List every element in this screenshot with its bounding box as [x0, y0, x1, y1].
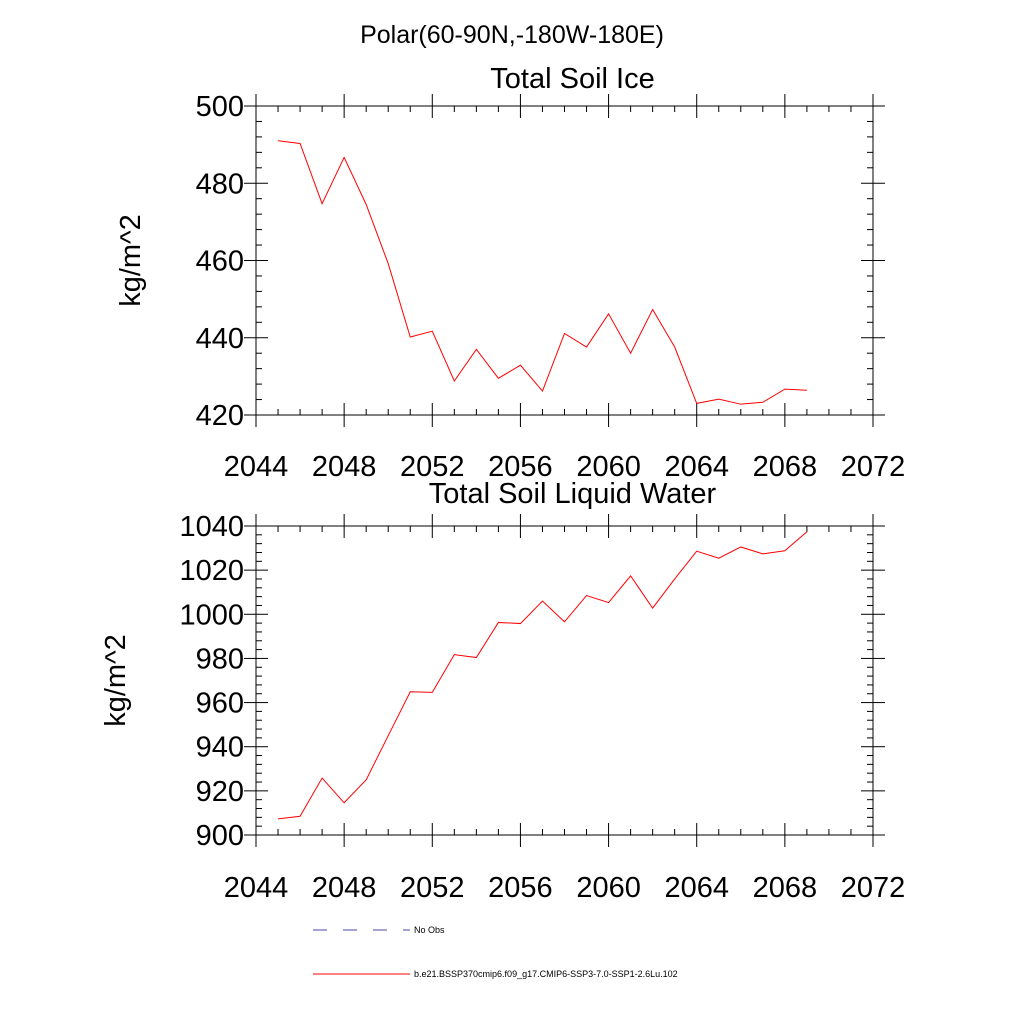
x-tick-label: 2056	[488, 451, 553, 483]
y-tick-label: 500	[196, 91, 244, 123]
y-axis-label: kg/m^2	[115, 214, 147, 307]
plot-frame	[255, 105, 874, 416]
y-tick-label: 1000	[179, 599, 244, 631]
y-tick-label: 480	[196, 168, 244, 200]
series-line-1	[277, 140, 807, 405]
x-tick-label: 2052	[400, 451, 465, 483]
legend-label-model-run: b.e21.BSSP370cmip6.f09_g17.CMIP6-SSP3-7.…	[414, 969, 678, 979]
x-tick-label: 2048	[312, 451, 377, 483]
y-tick-label: 1040	[179, 511, 244, 543]
x-tick-label: 2044	[224, 451, 289, 483]
x-tick-label: 2060	[576, 872, 641, 904]
series-line-1	[277, 531, 808, 820]
panel-1: Total Soil Ice 2044 2048 2052 2056 2060 2064 20…	[115, 63, 905, 483]
x-tick-label: 2072	[841, 451, 906, 483]
y-tick-label: 420	[196, 400, 244, 432]
y-tick-label: 1020	[179, 555, 244, 587]
x-tick-label: 2068	[753, 872, 818, 904]
figure-title: Polar(60-90N,-180W-180E)	[360, 21, 664, 49]
y-tick-label: 940	[196, 732, 244, 764]
panel-2: Total Soil Liquid Water 2044 2048 2052 2056 2…	[100, 478, 905, 904]
plot-panels: Total Soil Ice 2044 2048 2052 2056 2060 2064 20…	[100, 63, 905, 904]
y-tick-label: 960	[196, 688, 244, 720]
x-tick-label: 2060	[576, 451, 641, 483]
y-tick-label: 920	[196, 776, 244, 808]
x-tick-label: 2048	[312, 872, 377, 904]
y-tick-label: 980	[196, 643, 244, 675]
legend-label-no-obs: No Obs	[414, 925, 445, 935]
x-tick-label: 2052	[400, 872, 465, 904]
panel-title: Total Soil Ice	[490, 63, 654, 95]
legend: No Obs b.e21.BSSP370cmip6.f09_g17.CMIP6-…	[313, 925, 678, 979]
panel-title: Total Soil Liquid Water	[429, 478, 717, 510]
x-tick-label: 2068	[753, 451, 818, 483]
y-tick-label: 460	[196, 246, 244, 278]
plot-frame	[255, 525, 874, 836]
x-tick-label: 2056	[488, 872, 553, 904]
y-tick-label: 900	[196, 820, 244, 852]
x-tick-label: 2072	[841, 872, 906, 904]
y-tick-label: 440	[196, 323, 244, 355]
x-tick-label: 2064	[664, 451, 729, 483]
y-axis-label: kg/m^2	[100, 634, 132, 727]
x-tick-label: 2064	[664, 872, 729, 904]
x-tick-label: 2044	[224, 872, 289, 904]
